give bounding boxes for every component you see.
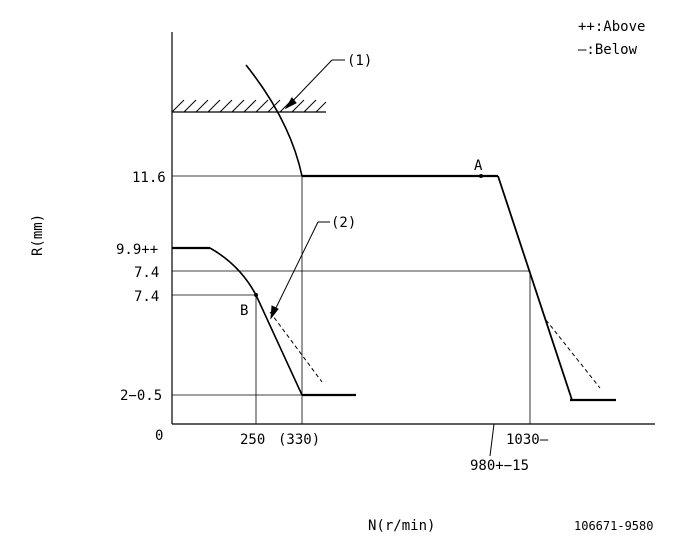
y-tick-2: 2−0.5 — [120, 388, 162, 404]
callout-1-label: (1) — [347, 53, 372, 69]
callout-1-leader — [284, 59, 345, 110]
x-tick-1030: 1030— — [506, 432, 549, 448]
characteristic-curves — [172, 64, 616, 402]
x-tick-980: 980+−15 — [470, 458, 529, 474]
point-a-marker — [479, 174, 483, 178]
origin-label: 0 — [155, 428, 163, 444]
cutoff-slope — [497, 175, 573, 401]
y-tick-7-4-lower: 7.4 — [134, 289, 159, 305]
x-axis-title: N(r/min) — [368, 518, 435, 534]
point-b-marker — [254, 293, 258, 297]
x-tick-250: 250 — [240, 432, 265, 448]
drawing-code: 106671-9580 — [574, 519, 653, 533]
curve-1-upper — [245, 64, 303, 177]
dashed-lines — [269, 311, 601, 389]
y-tick-11-6: 11.6 — [132, 170, 166, 186]
y-tick-9-9: 9.9++ — [116, 242, 158, 258]
y-axis-title: R(mm) — [30, 214, 46, 256]
point-b-label: B — [240, 303, 248, 319]
callout-2-leader — [270, 221, 330, 320]
y-tick-7-4-upper: 7.4 — [134, 265, 159, 281]
tick-980-leader — [489, 423, 495, 457]
reference-lines — [172, 175, 531, 424]
point-a-label: A — [474, 158, 483, 174]
legend-above: ++:Above — [578, 19, 645, 35]
legend-below: —:Below — [578, 42, 638, 58]
x-tick-330: (330) — [278, 432, 320, 448]
stopper-hatch — [171, 99, 327, 113]
callout-2-label: (2) — [331, 215, 356, 231]
